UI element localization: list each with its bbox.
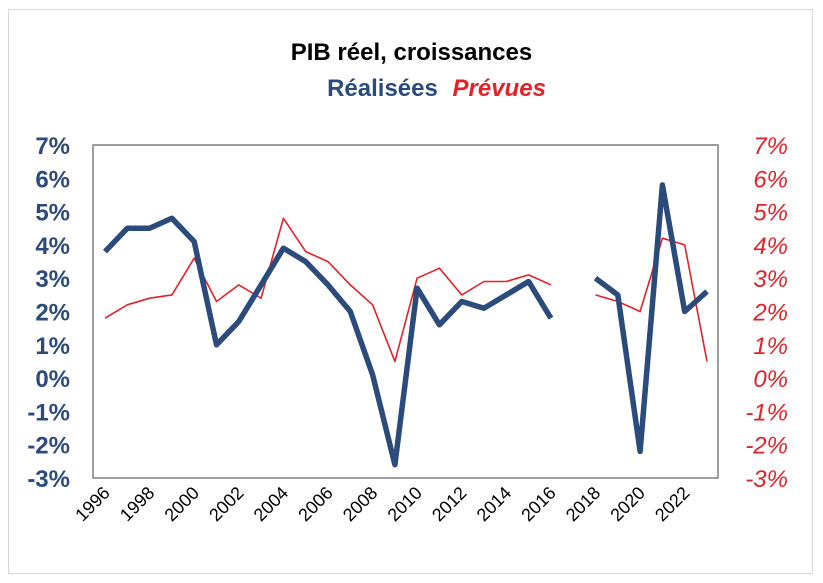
left-tick-label: 6% <box>35 166 70 193</box>
x-tick-label: 2014 <box>473 483 515 525</box>
x-tick-label: 2002 <box>205 483 247 525</box>
x-tick-label: 1996 <box>71 483 113 525</box>
x-tick-label: 2000 <box>161 483 203 525</box>
right-tick-label: -2% <box>745 433 788 460</box>
left-tick-label: 0% <box>35 366 70 393</box>
series-lines <box>103 182 709 468</box>
x-tick-label: 2018 <box>562 483 604 525</box>
right-tick-label: 7% <box>753 133 788 160</box>
left-tick-label: 5% <box>35 200 70 227</box>
right-tick-label: 3% <box>753 266 788 293</box>
x-axis-ticks: 1996 1998 2000 2002 2004 2006 2008 2010 2012 2014… <box>71 483 693 525</box>
left-tick-label: 2% <box>35 300 70 327</box>
left-tick-label: 7% <box>35 133 70 160</box>
chart-title: PIB réel, croissances <box>290 39 533 66</box>
x-tick-label: 2016 <box>517 483 559 525</box>
left-tick-label: -1% <box>27 399 70 426</box>
series-realised-line <box>593 182 709 455</box>
x-tick-label: 1998 <box>116 483 158 525</box>
left-tick-label: 4% <box>35 233 70 260</box>
x-tick-label: 2006 <box>294 483 336 525</box>
legend-item-expected: Prévues <box>452 75 546 102</box>
left-axis-ticks: 7% 6% 5% 4% 3% 2% 1% 0% -1% -2% -3% <box>27 133 70 493</box>
series-expected-line <box>104 217 552 363</box>
chart-legend: Réalisées Prévues <box>50 72 823 106</box>
x-tick-label: 2004 <box>250 483 292 525</box>
legend-item-realised: Réalisées <box>327 75 438 102</box>
series-expected-line <box>595 237 708 362</box>
plot-area <box>92 144 719 479</box>
series-realised-line <box>103 215 554 468</box>
x-tick-label: 2010 <box>384 483 426 525</box>
x-tick-label: 2008 <box>339 483 381 525</box>
x-tick-label: 2012 <box>428 483 470 525</box>
left-tick-label: -2% <box>27 433 70 460</box>
right-tick-label: -1% <box>745 399 788 426</box>
right-axis-ticks: 7% 6% 5% 4% 3% 2% 1% 0% -1% -2% -3% <box>745 133 788 493</box>
chart-header: PIB réel, croissances Réalisées Prévues <box>0 36 823 106</box>
left-tick-label: 3% <box>35 266 70 293</box>
left-tick-label: -3% <box>27 466 70 493</box>
right-tick-label: 5% <box>753 200 788 227</box>
right-tick-label: -3% <box>745 466 788 493</box>
left-tick-label: 1% <box>35 333 70 360</box>
x-tick-label: 2022 <box>651 483 693 525</box>
chart-frame <box>8 9 813 574</box>
right-tick-label: 4% <box>753 233 788 260</box>
right-tick-label: 0% <box>753 366 788 393</box>
right-tick-label: 1% <box>753 333 788 360</box>
right-tick-label: 2% <box>752 300 788 327</box>
right-tick-label: 6% <box>753 166 788 193</box>
x-tick-label: 2020 <box>606 483 648 525</box>
